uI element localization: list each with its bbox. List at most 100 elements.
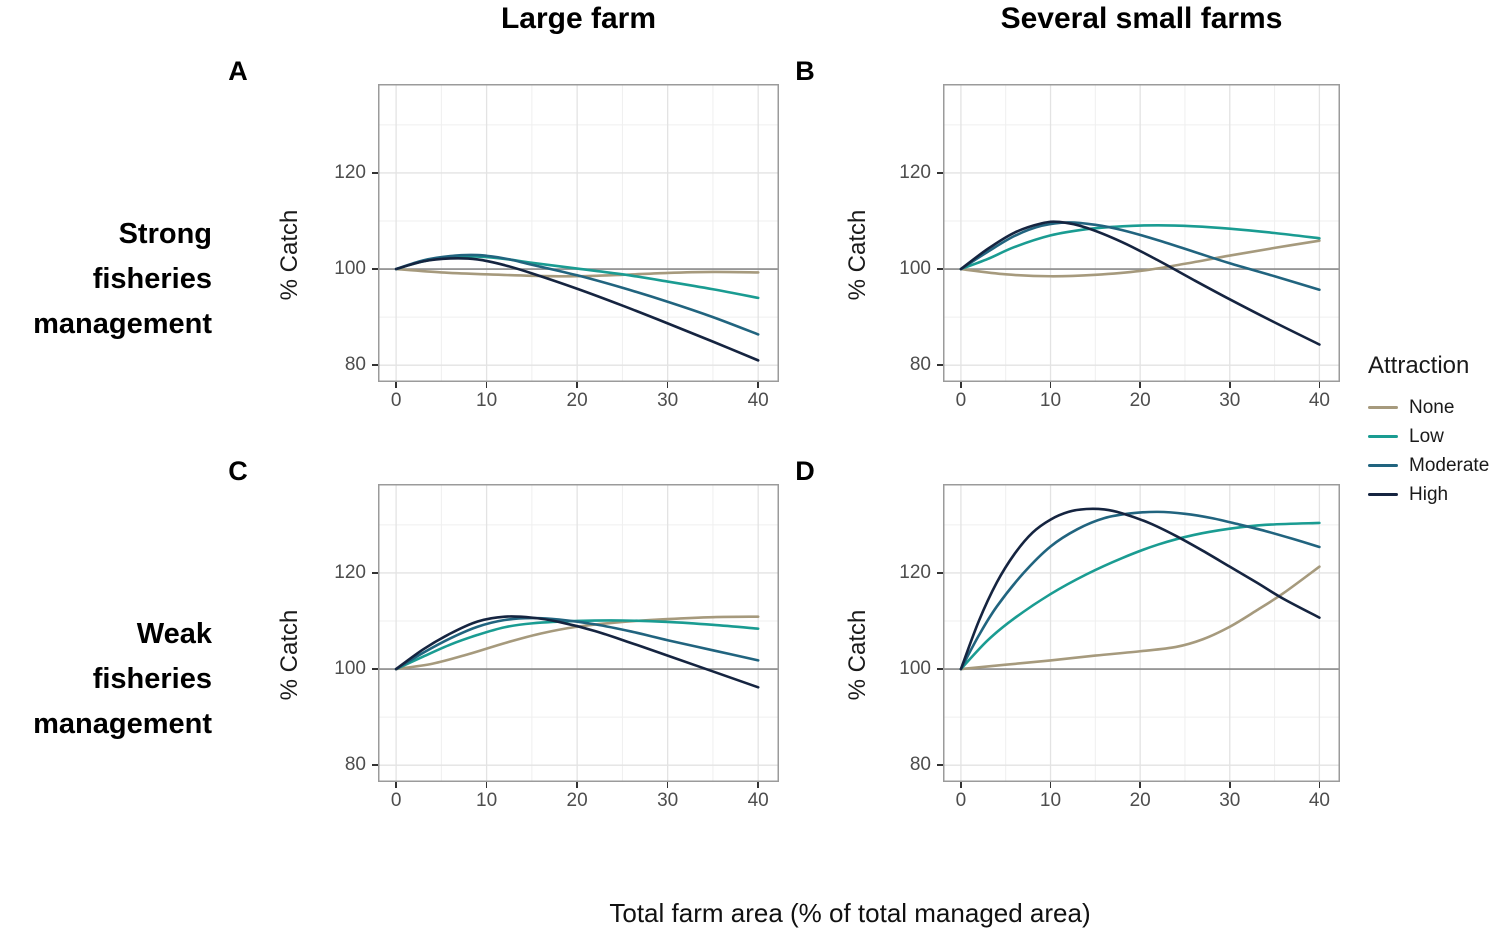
- plot-panel-a: 80 100 120 0 10 20 30 40: [334, 84, 779, 411]
- x-tick-label: 10: [476, 390, 498, 411]
- y-tick-mark: [372, 572, 378, 574]
- line-chart-panel-c: [378, 484, 779, 782]
- legend-item-low: Low: [1368, 422, 1500, 451]
- x-tick-mark: [666, 382, 669, 388]
- x-tick-mark: [485, 382, 488, 388]
- x-tick-label: 40: [747, 790, 769, 811]
- x-tick-label: 40: [1308, 790, 1330, 811]
- x-tick-mark: [395, 782, 397, 788]
- x-tick-mark: [1049, 382, 1052, 388]
- y-tick-label: 100: [334, 258, 366, 279]
- x-tick-label: 0: [955, 790, 967, 811]
- panel-border: [378, 484, 779, 782]
- legend-swatch-high-icon: [1368, 493, 1398, 496]
- x-tick-label: 20: [1129, 790, 1151, 811]
- plot-panel-c: 80 100 120 0 10 20 30 40: [334, 484, 779, 811]
- x-tick-mark: [1229, 782, 1231, 788]
- plot-panel-d: 80 100 120 0 10 20 30 40: [899, 484, 1340, 811]
- panel-label-c: C: [228, 456, 248, 486]
- y-tick-label: 80: [909, 754, 931, 776]
- y-tick-label: 100: [899, 258, 931, 279]
- x-tick-mark: [666, 782, 669, 788]
- line-chart-panel-b: [943, 84, 1340, 382]
- legend-label-moderate: Moderate: [1409, 454, 1490, 476]
- y-tick-label: 120: [899, 561, 931, 583]
- x-tick-label: 30: [1219, 790, 1241, 811]
- plot-panel-b: 80 100 120 0 10 20 30 40: [899, 84, 1340, 411]
- legend-label-high: High: [1409, 483, 1449, 505]
- series-line-moderate: [959, 221, 1321, 292]
- y-tick-mark: [937, 364, 943, 366]
- x-tick-label: 20: [566, 790, 588, 811]
- y-tick-mark: [937, 172, 943, 174]
- y-tick-mark: [937, 572, 943, 574]
- series-line-none: [959, 239, 1321, 278]
- x-tick-mark: [1318, 782, 1321, 788]
- line-chart-panel-a: [378, 84, 779, 382]
- y-tick-mark: [937, 268, 943, 270]
- x-tick-label: 0: [955, 390, 967, 411]
- x-tick-mark: [576, 782, 578, 788]
- y-tick-mark: [372, 364, 378, 366]
- x-tick-mark: [757, 782, 759, 788]
- y-tick-label: 80: [909, 354, 931, 376]
- legend: Attraction None Low Moderate High: [1368, 352, 1500, 509]
- y-tick-label: 120: [334, 161, 366, 183]
- x-tick-mark: [395, 382, 397, 388]
- panel-border: [943, 84, 1340, 382]
- series-line-high: [394, 615, 760, 689]
- panel-label-b: B: [795, 56, 815, 86]
- y-tick-mark: [372, 268, 378, 270]
- panel-label-d: D: [795, 456, 815, 486]
- y-tick-label: 120: [334, 561, 366, 583]
- series-line-none: [394, 615, 760, 671]
- y-tick-label: 100: [334, 658, 366, 679]
- x-tick-label: 0: [390, 790, 402, 811]
- legend-swatch-none-icon: [1368, 406, 1398, 409]
- row-label-weak-management: Weak fisheries management: [33, 618, 212, 740]
- series-line-high: [959, 507, 1321, 671]
- series-line-moderate: [394, 253, 760, 336]
- x-tick-label: 10: [476, 790, 498, 811]
- y-axis-title-panel-b: % Catch: [844, 209, 871, 301]
- series-line-high: [959, 220, 1321, 346]
- row-label-strong-management: Strong fisheries management: [33, 218, 212, 340]
- y-tick-mark: [372, 172, 378, 174]
- x-tick-label: 40: [1308, 390, 1330, 411]
- x-tick-label: 10: [1039, 390, 1062, 411]
- x-tick-label: 30: [657, 790, 679, 811]
- series-line-high: [394, 257, 760, 362]
- legend-label-none: None: [1409, 396, 1455, 418]
- y-tick-mark: [372, 764, 378, 766]
- x-tick-mark: [485, 782, 488, 788]
- legend-swatch-low-icon: [1368, 435, 1398, 438]
- series-line-low: [959, 521, 1321, 671]
- y-axis-title-panel-d: % Catch: [844, 609, 871, 701]
- legend-item-high: High: [1368, 480, 1500, 509]
- y-tick-label: 120: [899, 161, 931, 183]
- legend-label-low: Low: [1409, 425, 1444, 447]
- x-tick-mark: [757, 382, 759, 388]
- series-line-none: [959, 565, 1321, 671]
- x-tick-label: 30: [657, 390, 679, 411]
- column-title-large-farm: Large farm: [500, 2, 657, 35]
- x-tick-mark: [960, 782, 962, 788]
- series-line-moderate: [959, 510, 1321, 671]
- x-tick-label: 0: [390, 390, 402, 411]
- panel-border: [943, 484, 1340, 782]
- legend-swatch-moderate-icon: [1368, 464, 1398, 467]
- legend-item-none: None: [1368, 393, 1500, 422]
- x-tick-mark: [960, 382, 962, 388]
- y-axis-title-panel-c: % Catch: [276, 609, 303, 701]
- y-tick-label: 80: [344, 754, 366, 776]
- y-tick-label: 100: [899, 658, 931, 679]
- legend-item-moderate: Moderate: [1368, 451, 1500, 480]
- y-axis-title-panel-a: % Catch: [276, 209, 303, 301]
- x-tick-label: 10: [1039, 790, 1062, 811]
- x-tick-mark: [1049, 782, 1052, 788]
- x-tick-mark: [1139, 782, 1141, 788]
- y-tick-mark: [937, 668, 943, 670]
- y-tick-mark: [372, 668, 378, 670]
- x-tick-mark: [1318, 382, 1321, 388]
